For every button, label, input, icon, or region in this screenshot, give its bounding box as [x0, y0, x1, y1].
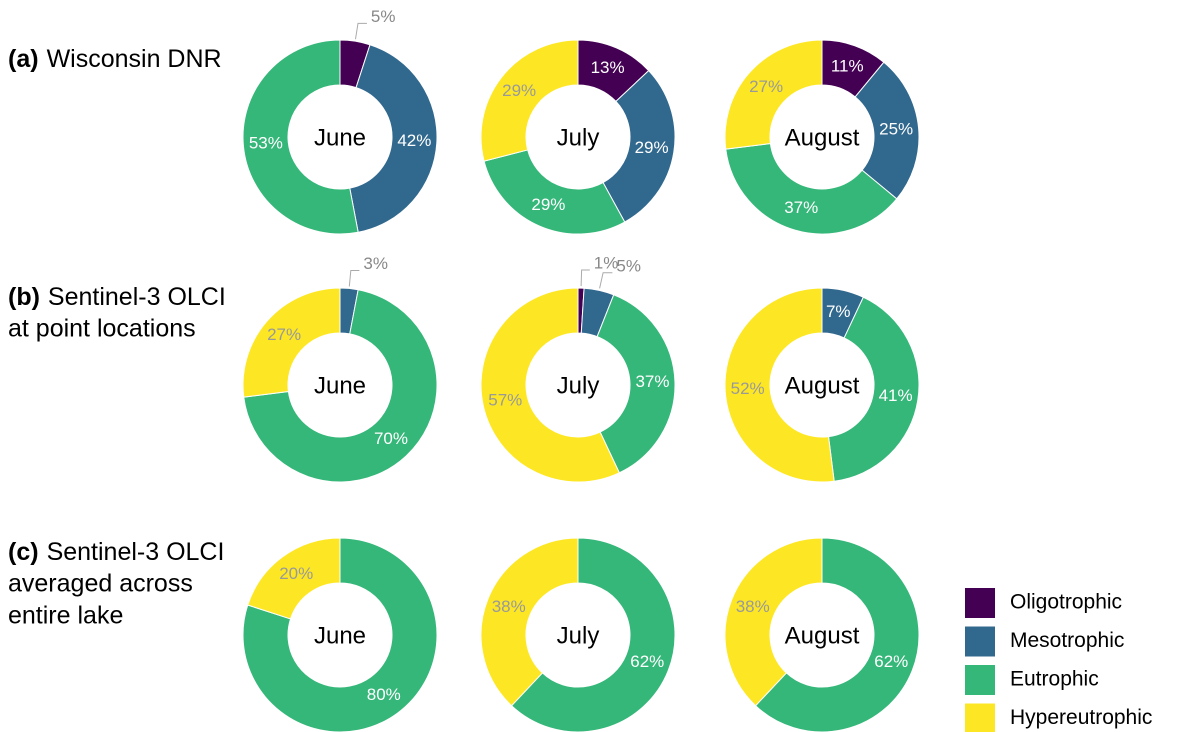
row-tag: (b): [8, 283, 40, 311]
legend-swatch: [965, 588, 995, 618]
value-label: 57%: [488, 391, 522, 410]
donut-segment: [854, 61, 920, 200]
row-text: at point locations: [8, 315, 196, 343]
legend-swatch: [965, 703, 995, 732]
donut-segment: [480, 537, 579, 707]
donut-title: June: [314, 372, 366, 399]
row-label: (c) Sentinel-3 OLCI: [8, 538, 224, 566]
legend-swatch: [965, 665, 995, 695]
donut-title: July: [557, 124, 600, 151]
value-label: 38%: [736, 597, 770, 616]
value-label: 29%: [502, 81, 536, 100]
row-tag: (a): [8, 45, 39, 73]
legend-swatch: [965, 626, 995, 657]
legend-label: Eutrophic: [1010, 668, 1099, 691]
donut-segment: [724, 537, 823, 707]
legend-label: Mesotrophic: [1010, 629, 1124, 652]
donut-segment: [725, 142, 898, 235]
value-label: 62%: [630, 652, 664, 671]
value-label: 29%: [531, 195, 565, 214]
donut-segment: [724, 287, 835, 483]
leader-line: [580, 269, 590, 287]
value-label: 5%: [616, 256, 641, 275]
donut-title: June: [314, 622, 366, 649]
leader-line: [599, 272, 613, 289]
legend-label: Oligotrophic: [1010, 591, 1122, 614]
donut-segment: [243, 289, 438, 483]
legend-label: Hypereutrophic: [1010, 706, 1152, 729]
value-label: 3%: [363, 254, 388, 273]
row-label: (a) Wisconsin DNR: [8, 45, 222, 73]
value-label: 29%: [635, 138, 669, 157]
value-label: 42%: [397, 131, 431, 150]
value-label: 37%: [784, 198, 818, 217]
row-text: entire lake: [8, 602, 123, 630]
value-label: 13%: [591, 58, 625, 77]
donut-title: June: [314, 124, 366, 151]
donut-segment: [827, 296, 920, 482]
donut-title: July: [557, 622, 600, 649]
value-label: 11%: [831, 56, 864, 75]
value-label: 41%: [879, 386, 913, 405]
value-label: 5%: [371, 7, 396, 26]
donut-title: July: [557, 372, 600, 399]
value-label: 1%: [594, 254, 619, 273]
donut-title: August: [785, 622, 860, 649]
donut-segment: [483, 149, 626, 235]
row-text: Sentinel-3 OLCI: [48, 283, 226, 311]
donut-segment: [242, 537, 438, 732]
donut-segment: [480, 287, 620, 483]
value-label: 25%: [879, 119, 913, 138]
leader-line: [348, 270, 360, 287]
donut-segment: [480, 39, 579, 162]
leader-line: [354, 22, 367, 40]
donut-segment: [724, 39, 823, 150]
donut-segment: [602, 69, 676, 223]
donut-segment: [242, 39, 359, 235]
value-label: 70%: [374, 429, 408, 448]
row-text: Wisconsin DNR: [47, 45, 222, 73]
value-label: 7%: [826, 302, 851, 321]
value-label: 52%: [731, 379, 765, 398]
value-label: 20%: [279, 564, 313, 583]
donut-segment: [754, 537, 920, 732]
donut-segment: [242, 287, 341, 398]
value-label: 37%: [635, 372, 669, 391]
donut-segment: [349, 44, 438, 233]
row-label: (b) Sentinel-3 OLCI: [8, 283, 226, 311]
donut-title: August: [785, 124, 860, 151]
donut-segment: [510, 537, 676, 732]
value-label: 80%: [367, 685, 401, 704]
donut-title: August: [785, 372, 860, 399]
row-text: averaged across: [8, 570, 193, 598]
row-tag: (c): [8, 538, 39, 566]
value-label: 27%: [749, 77, 783, 96]
value-label: 62%: [874, 652, 908, 671]
row-text: Sentinel-3 OLCI: [47, 538, 225, 566]
donut-segment: [596, 294, 676, 474]
value-label: 53%: [249, 133, 283, 152]
donut-segment: [247, 537, 341, 620]
value-label: 38%: [492, 597, 526, 616]
value-label: 27%: [267, 325, 301, 344]
